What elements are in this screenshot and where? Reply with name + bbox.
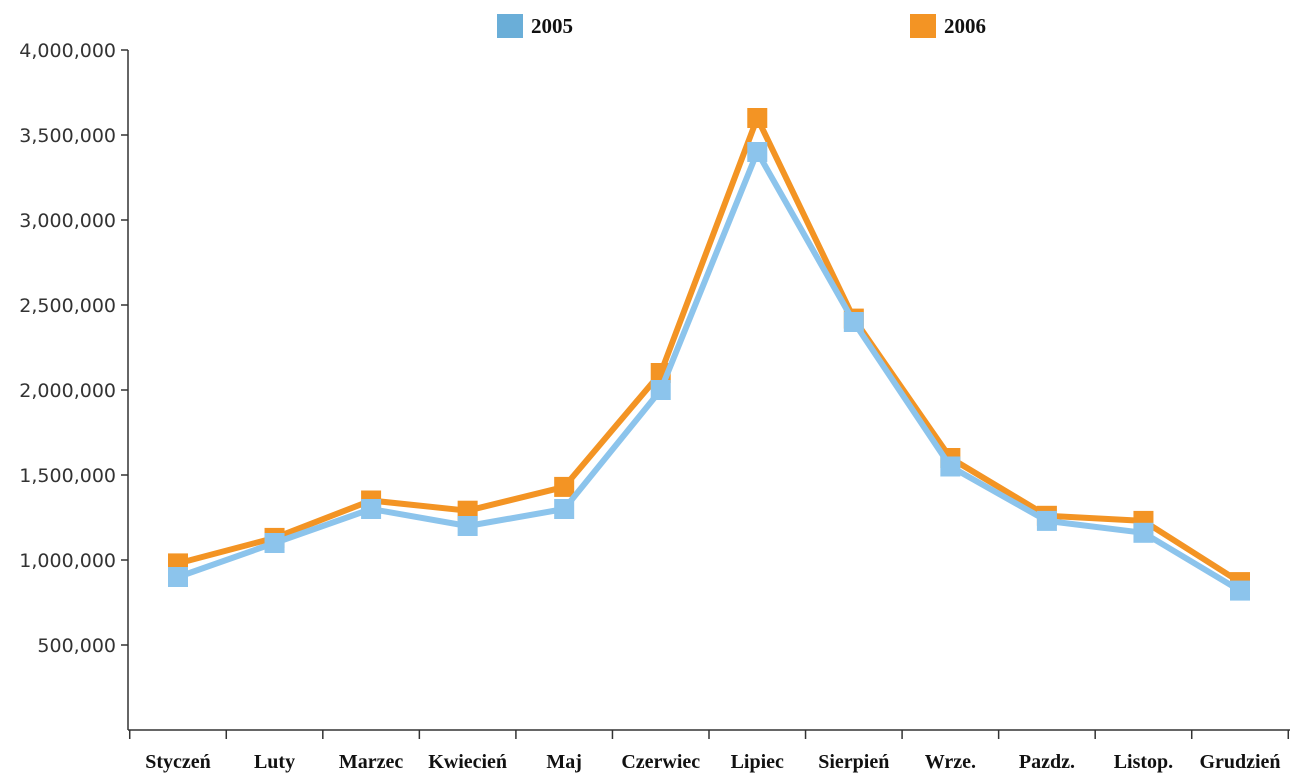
legend-item-2005: 2005	[497, 14, 573, 38]
y-tick-label: 2,500,000	[19, 295, 116, 317]
x-tick-label: Grudzień	[1199, 751, 1280, 773]
x-tick-label: Czerwiec	[621, 751, 700, 773]
data-point-2005	[361, 499, 382, 519]
data-point-2005	[457, 516, 478, 536]
x-tick-label: Sierpień	[818, 751, 889, 773]
legend: 2005 2006	[497, 14, 986, 38]
data-point-2005	[1230, 580, 1250, 601]
axes: 500,000 1,000,000 1,500,000 2,000,000 2,500,…	[19, 40, 1290, 773]
data-point-2005	[747, 142, 768, 162]
x-tick-label: Luty	[254, 751, 295, 773]
data-point-2005	[1036, 510, 1057, 531]
series-layer	[168, 108, 1250, 601]
y-tick-label: 500,000	[37, 635, 116, 657]
y-tick-label: 1,500,000	[19, 465, 116, 487]
x-tick-label: Listop.	[1114, 751, 1173, 773]
y-tick-label: 2,000,000	[19, 380, 116, 402]
data-point-2005	[1133, 522, 1154, 543]
x-tick-label: Kwiecień	[428, 751, 507, 773]
series-2005	[168, 142, 1250, 601]
data-point-2005	[843, 312, 864, 332]
data-point-2006	[457, 500, 478, 521]
y-tick-label: 3,500,000	[19, 125, 116, 147]
data-point-2006	[554, 476, 575, 497]
y-tick-label: 4,000,000	[19, 40, 116, 62]
x-tick-label: Lipiec	[731, 751, 784, 773]
y-tick-label: 1,000,000	[19, 550, 116, 572]
legend-item-2006: 2006	[910, 14, 986, 38]
data-point-2005	[940, 456, 961, 477]
legend-label-2006: 2006	[944, 14, 986, 38]
legend-swatch-2005	[497, 14, 523, 38]
x-tick-label: Styczeń	[145, 751, 211, 773]
data-point-2006	[747, 108, 768, 128]
y-tick-label: 3,000,000	[19, 210, 116, 232]
series-line-2005	[175, 149, 1243, 594]
x-tick-label: Maj	[546, 751, 582, 773]
x-tick-label: Pazdz.	[1019, 751, 1075, 773]
x-tick-label: Marzec	[339, 751, 404, 773]
data-point-2005	[650, 380, 671, 400]
legend-swatch-2006	[910, 14, 936, 38]
data-point-2005	[264, 533, 285, 553]
legend-label-2005: 2005	[531, 14, 573, 38]
series-2006	[168, 108, 1250, 593]
data-point-2005	[168, 567, 188, 587]
series-line-2006	[175, 115, 1243, 586]
x-tick-label: Wrze.	[925, 751, 976, 773]
data-point-2005	[554, 499, 575, 519]
